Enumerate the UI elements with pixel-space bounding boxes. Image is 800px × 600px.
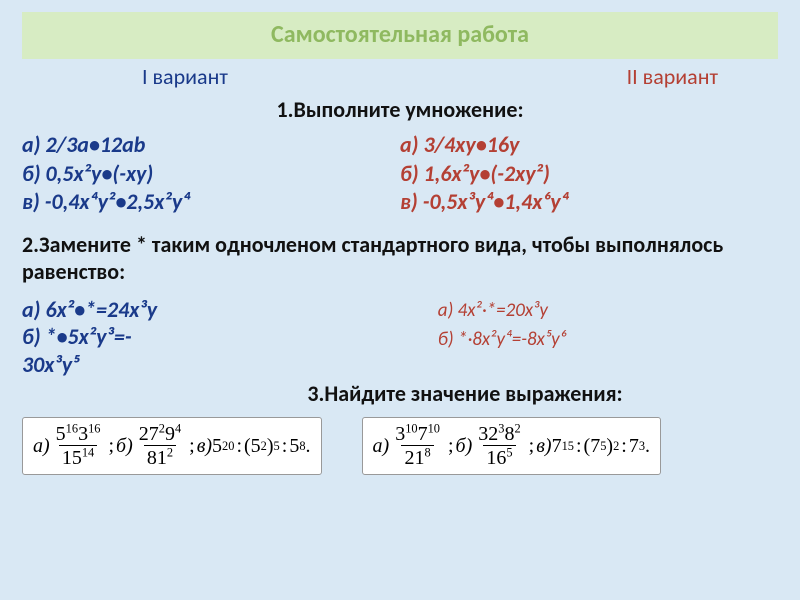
eq-r-a-n1e: 10 (405, 422, 417, 436)
task2-left-b2: 30х³у⁵ (22, 351, 438, 379)
task3-equations: а) 516316 1514 ; б) 27294 812 ; в) (22, 417, 778, 475)
eq-r-c-2ib: 7 (590, 435, 600, 458)
eq-r-b-frac: 32382 165 (475, 424, 523, 468)
eq-l-b-n2e: 4 (175, 422, 181, 436)
task2-right-b: б) *·8х²у⁴=-8х⁵у⁶ (438, 325, 778, 354)
equation-box-right: а) 310710 218 ; б) 32382 165 ; в) (362, 417, 662, 475)
eq-l-b-frac: 27294 812 (136, 424, 184, 468)
eq-r-a-n1b: 3 (395, 423, 405, 445)
task1-left-a: а) 2/3а•12аb (22, 131, 400, 160)
eq-l-a-de: 14 (82, 446, 94, 460)
task2-right-a: а) 4х²·*=20х³у (438, 296, 778, 325)
task1-right-a: а) 3/4ху•16у (400, 131, 778, 160)
eq-l-c-1b: 5 (212, 435, 222, 458)
task1-left-b: б) 0,5х²у•(-ху) (22, 160, 400, 189)
eq-l-b-label: б) (116, 435, 133, 458)
slide: Самостоятельная работа I вариант II вари… (0, 0, 800, 600)
eq-l-a-label: а) (33, 435, 50, 458)
eq-l-c-3b: 5 (289, 435, 299, 458)
eq-l-c-2ib: 5 (251, 435, 261, 458)
eq-r-a-de: 8 (424, 446, 430, 460)
task1-right-b: б) 1,6х²у•(-2ху²) (400, 160, 778, 189)
eq-r-a-n2b: 7 (418, 423, 428, 445)
eq-r-a-n2e: 10 (428, 422, 440, 436)
eq-l-a-n1e: 16 (66, 422, 78, 436)
eq-l-a-n2e: 16 (88, 422, 100, 436)
eq-r-b-de: 5 (506, 446, 512, 460)
eq-r-c-1b: 7 (552, 435, 562, 458)
eq-r-c-label: в) (536, 435, 551, 458)
task2-left-b1: б) *•5х²у³=- (22, 323, 438, 351)
eq-l-b-n1b: 27 (139, 423, 159, 445)
eq-r-c-3b: 7 (629, 435, 639, 458)
task1-content: а) 2/3а•12аb б) 0,5х²у•(-ху) в) -0,4х⁴у²… (22, 131, 778, 217)
task2-content: а) 6х²•*=24х³у б) *•5х²у³=- 30х³у⁵ а) 4х… (22, 296, 778, 379)
task1-left-c: в) -0,4х⁴у²•2,5х²у⁴ (22, 188, 400, 217)
eq-r-a-label: а) (373, 435, 390, 458)
variant-row: I вариант II вариант (22, 63, 778, 90)
task1-col-left: а) 2/3а•12аb б) 0,5х²у•(-ху) в) -0,4х⁴у²… (22, 131, 400, 217)
equation-box-left: а) 516316 1514 ; б) 27294 812 ; в) (22, 417, 322, 475)
eq-r-b-n2e: 2 (514, 422, 520, 436)
task2-col-right: а) 4х²·*=20х³у б) *·8х²у⁴=-8х⁵у⁶ (438, 296, 778, 379)
task3-heading: 3.Найдите значение выражения: (152, 380, 778, 407)
eq-r-a-db: 21 (404, 447, 424, 469)
task2-col-left: а) 6х²•*=24х³у б) *•5х²у³=- 30х³у⁵ (22, 296, 438, 379)
eq-l-a-db: 15 (62, 447, 82, 469)
eq-l-a-frac: 516316 1514 (53, 424, 104, 468)
eq-r-b-n1b: 32 (478, 423, 498, 445)
eq-l-a-n2b: 3 (78, 423, 88, 445)
task1-col-right: а) 3/4ху•16у б) 1,6х²у•(-2ху²) в) -0,5х³… (400, 131, 778, 217)
eq-l-a-n1b: 5 (56, 423, 66, 445)
eq-r-a-frac: 310710 218 (392, 424, 443, 468)
task2-left-a: а) 6х²•*=24х³у (22, 296, 438, 324)
eq-r-b-db: 16 (486, 447, 506, 469)
task1-right-c: в) -0,5х³у⁴•1,4х⁶у⁴ (400, 188, 778, 217)
eq-r-b-label: б) (456, 435, 473, 458)
eq-l-b-n2b: 9 (165, 423, 175, 445)
page-title: Самостоятельная работа (22, 12, 778, 59)
variant-2-label: II вариант (627, 63, 718, 90)
task2-heading: 2.Замените * таким одночленом стандартно… (22, 231, 778, 286)
eq-l-b-de: 2 (167, 446, 173, 460)
eq-l-c-label: в) (197, 435, 212, 458)
task1-heading: 1.Выполните умножение: (22, 96, 778, 123)
eq-r-b-n2b: 8 (504, 423, 514, 445)
variant-1-label: I вариант (142, 63, 228, 90)
eq-l-b-db: 81 (147, 447, 167, 469)
